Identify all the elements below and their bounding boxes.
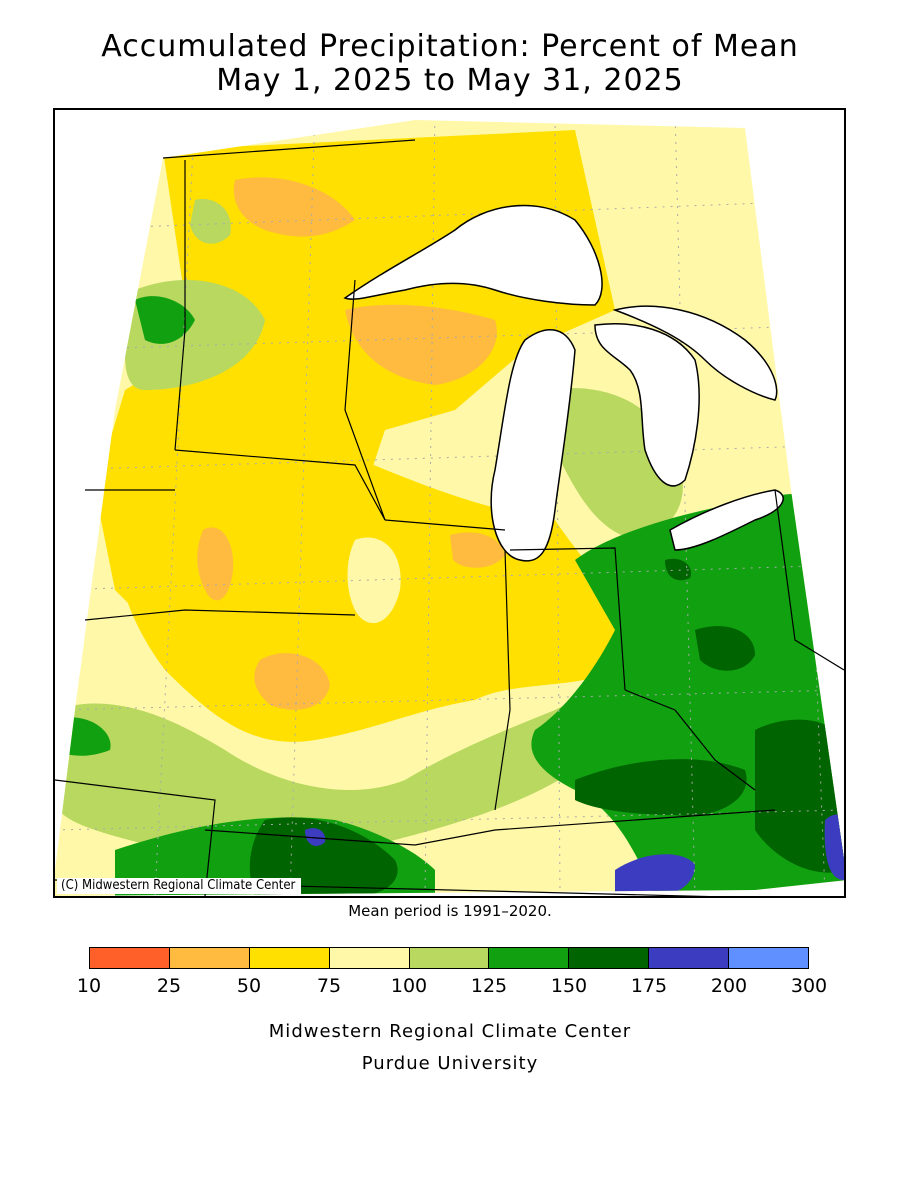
legend-swatch-75-100 [329,948,410,968]
map-title: Accumulated Precipitation: Percent of Me… [101,29,799,64]
map-credit: (C) Midwestern Regional Climate Center [57,878,302,894]
lake-erie [669,489,784,551]
legend-swatch-200-300 [729,948,809,968]
legend-tick-label: 300 [790,975,828,997]
legend-tick-label: 200 [710,975,748,997]
lake-superior [343,204,603,306]
lake-huron [594,323,700,487]
southern-border [204,809,776,846]
legend-swatch-125-150 [489,948,570,968]
oh-ky-border [624,689,756,791]
band-150-175-kentucky [575,759,747,816]
band-25-50-iowa-south [254,653,330,710]
mn-ia-border [174,449,386,521]
ne-ia-mo-border [84,609,356,621]
legend-tick-label: 100 [390,975,428,997]
band-25-50-iowa-west [197,527,234,601]
legend-tick-label: 150 [550,975,588,997]
legend-swatch-150-175 [569,948,650,968]
band-150-175-virginia [755,719,844,873]
legend-swatch-50-75 [249,948,330,968]
precip-field [55,120,844,896]
organization-name: Midwestern Regional Climate Center [268,1021,632,1042]
great-lakes [343,204,784,562]
mean-period-note: Mean period is 1991–2020. [348,902,552,920]
precipitation-map: (C) Midwestern Regional Climate Center [53,108,846,898]
legend-swatch-100-125 [409,948,490,968]
map-canvas [55,120,844,896]
pa-wv-border [774,489,844,671]
band-125-150-dakota [135,296,195,344]
wi-mn-border [344,279,386,521]
band-100-125-minnesota [190,199,231,244]
band-25-50-illinois [450,532,505,568]
wi-il-border [384,519,506,531]
legend-tick-label: 125 [470,975,508,997]
band-25-50-wisconsin [345,304,497,385]
legend-tick-labels: 10 25 50 75 100 125 150 175 200 300 [0,975,900,999]
state-boundaries [55,139,844,896]
university-name: Purdue University [361,1053,539,1074]
band-100-125-south [55,680,641,859]
legend-tick-label: 50 [236,975,262,997]
legend-swatch-175-200 [649,948,730,968]
il-in-border [494,549,511,811]
band-75-100-iowa [347,537,401,624]
map-date-range: May 1, 2025 to May 31, 2025 [216,63,684,98]
georgian-bay [612,305,778,401]
legend-tick-label: 75 [316,975,342,997]
ks-ok-border [55,779,216,896]
nd-mn-border [174,160,186,451]
band-150-175-oklahoma [249,817,398,896]
band-150-175-ohio-north [665,558,691,581]
band-175-200-tennessee [615,854,695,896]
band-150-175-ohio [695,626,755,671]
color-legend [89,947,809,969]
in-oh-border [509,547,626,691]
legend-swatch-10-25 [90,948,170,968]
legend-tick-label: 25 [156,975,182,997]
legend-tick-label: 10 [76,975,102,997]
us-canada-border [162,139,416,159]
legend-swatch-25-50 [169,948,250,968]
legend-tick-label: 175 [630,975,668,997]
band-175-200-ok [305,828,326,846]
band-175-200-nc [824,814,844,880]
lake-michigan [490,329,576,562]
